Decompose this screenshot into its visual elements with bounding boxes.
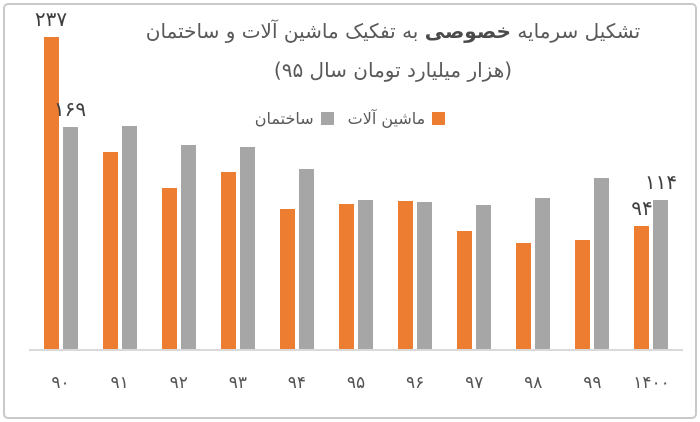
bar-building-5 <box>358 199 374 350</box>
x-tick-5: ۹۵ <box>346 373 366 393</box>
bar-machinery-2 <box>161 187 177 350</box>
bar-machinery-7 <box>457 231 473 350</box>
bar-group-9 <box>563 178 622 350</box>
plot-area: ۲۳۷ ۱۶۹ ۹۴ ۱۱۴ <box>31 7 681 350</box>
bar-building-8 <box>535 198 551 350</box>
bar-building-7 <box>476 204 492 350</box>
legend-label-building: ساختمان <box>254 109 314 128</box>
chart-subtitle: (هزار میلیارد تومان سال ۹۵) <box>273 58 513 82</box>
bar-group-5 <box>326 199 385 350</box>
bar-group-8 <box>504 198 563 350</box>
bar-group-4 <box>267 169 326 350</box>
data-label-building-10: ۱۱۴ <box>644 169 678 194</box>
legend-swatch-building <box>320 112 334 125</box>
x-axis-labels: ۹۰ ۹۱ ۹۲ ۹۳ ۹۴ ۹۵ ۹۶ ۹۷ ۹۸ ۹۹ ۱۴۰۰ <box>31 373 681 393</box>
x-axis-line <box>29 349 683 351</box>
bar-machinery-9 <box>575 240 591 350</box>
data-label-building-0: ۱۶۹ <box>53 96 87 121</box>
x-tick-4: ۹۴ <box>287 373 307 393</box>
x-tick-1: ۹۱ <box>110 373 129 393</box>
x-tick-6: ۹۶ <box>405 373 425 393</box>
bar-building-3 <box>239 146 255 350</box>
bar-group-2 <box>149 145 208 350</box>
bar-group-10: ۹۴ ۱۱۴ <box>622 170 681 350</box>
data-label-machinery-10: ۹۴ <box>631 195 653 220</box>
bar-group-3 <box>208 146 267 350</box>
bar-machinery-6 <box>398 200 414 350</box>
legend-label-machinery: ماشین آلات <box>347 109 426 128</box>
chart-title-part1: تشکیل سرمایه <box>517 19 641 43</box>
chart-title-bold-word: خصوصی <box>424 19 511 43</box>
chart-title: تشکیل سرمایه خصوصی به تفکیک ماشین آلات و… <box>105 11 681 89</box>
bar-building-0: ۱۶۹ <box>54 97 86 350</box>
bar-building-6 <box>417 202 433 350</box>
bar-machinery-10: ۹۴ <box>631 196 653 350</box>
bar-machinery-5 <box>339 203 355 350</box>
bar-building-1 <box>121 125 137 350</box>
legend-item-machinery: ماشین آلات <box>348 109 446 128</box>
bar-machinery-0: ۲۳۷ <box>35 7 67 350</box>
x-tick-2: ۹۲ <box>169 373 188 393</box>
bar-machinery-8 <box>516 243 532 350</box>
bar-machinery-3 <box>220 171 236 350</box>
bar-group-6 <box>386 200 445 350</box>
legend-swatch-machinery <box>432 112 446 125</box>
legend: ماشین آلات ساختمان <box>5 109 695 128</box>
x-tick-8: ۹۸ <box>524 373 543 393</box>
x-tick-9: ۹۹ <box>583 373 602 393</box>
x-tick-7: ۹۷ <box>465 373 484 393</box>
chart-card: تشکیل سرمایه خصوصی به تفکیک ماشین آلات و… <box>3 3 697 419</box>
bar-machinery-4 <box>279 208 295 350</box>
x-tick-10: ۱۴۰۰ <box>633 373 670 393</box>
bar-group-7 <box>445 204 504 350</box>
bar-building-4 <box>298 169 314 350</box>
bar-building-9 <box>594 178 610 350</box>
bar-building-2 <box>180 145 196 350</box>
bar-group-0: ۲۳۷ ۱۶۹ <box>31 7 90 350</box>
legend-item-building: ساختمان <box>255 109 334 128</box>
x-tick-3: ۹۳ <box>228 373 247 393</box>
chart-title-part2: به تفکیک ماشین آلات و ساختمان <box>145 19 419 43</box>
data-label-machinery-0: ۲۳۷ <box>34 7 68 32</box>
bar-building-10: ۱۱۴ <box>645 170 677 350</box>
bar-group-1 <box>90 125 149 350</box>
bar-machinery-1 <box>102 152 118 350</box>
x-tick-0: ۹۰ <box>51 373 70 393</box>
